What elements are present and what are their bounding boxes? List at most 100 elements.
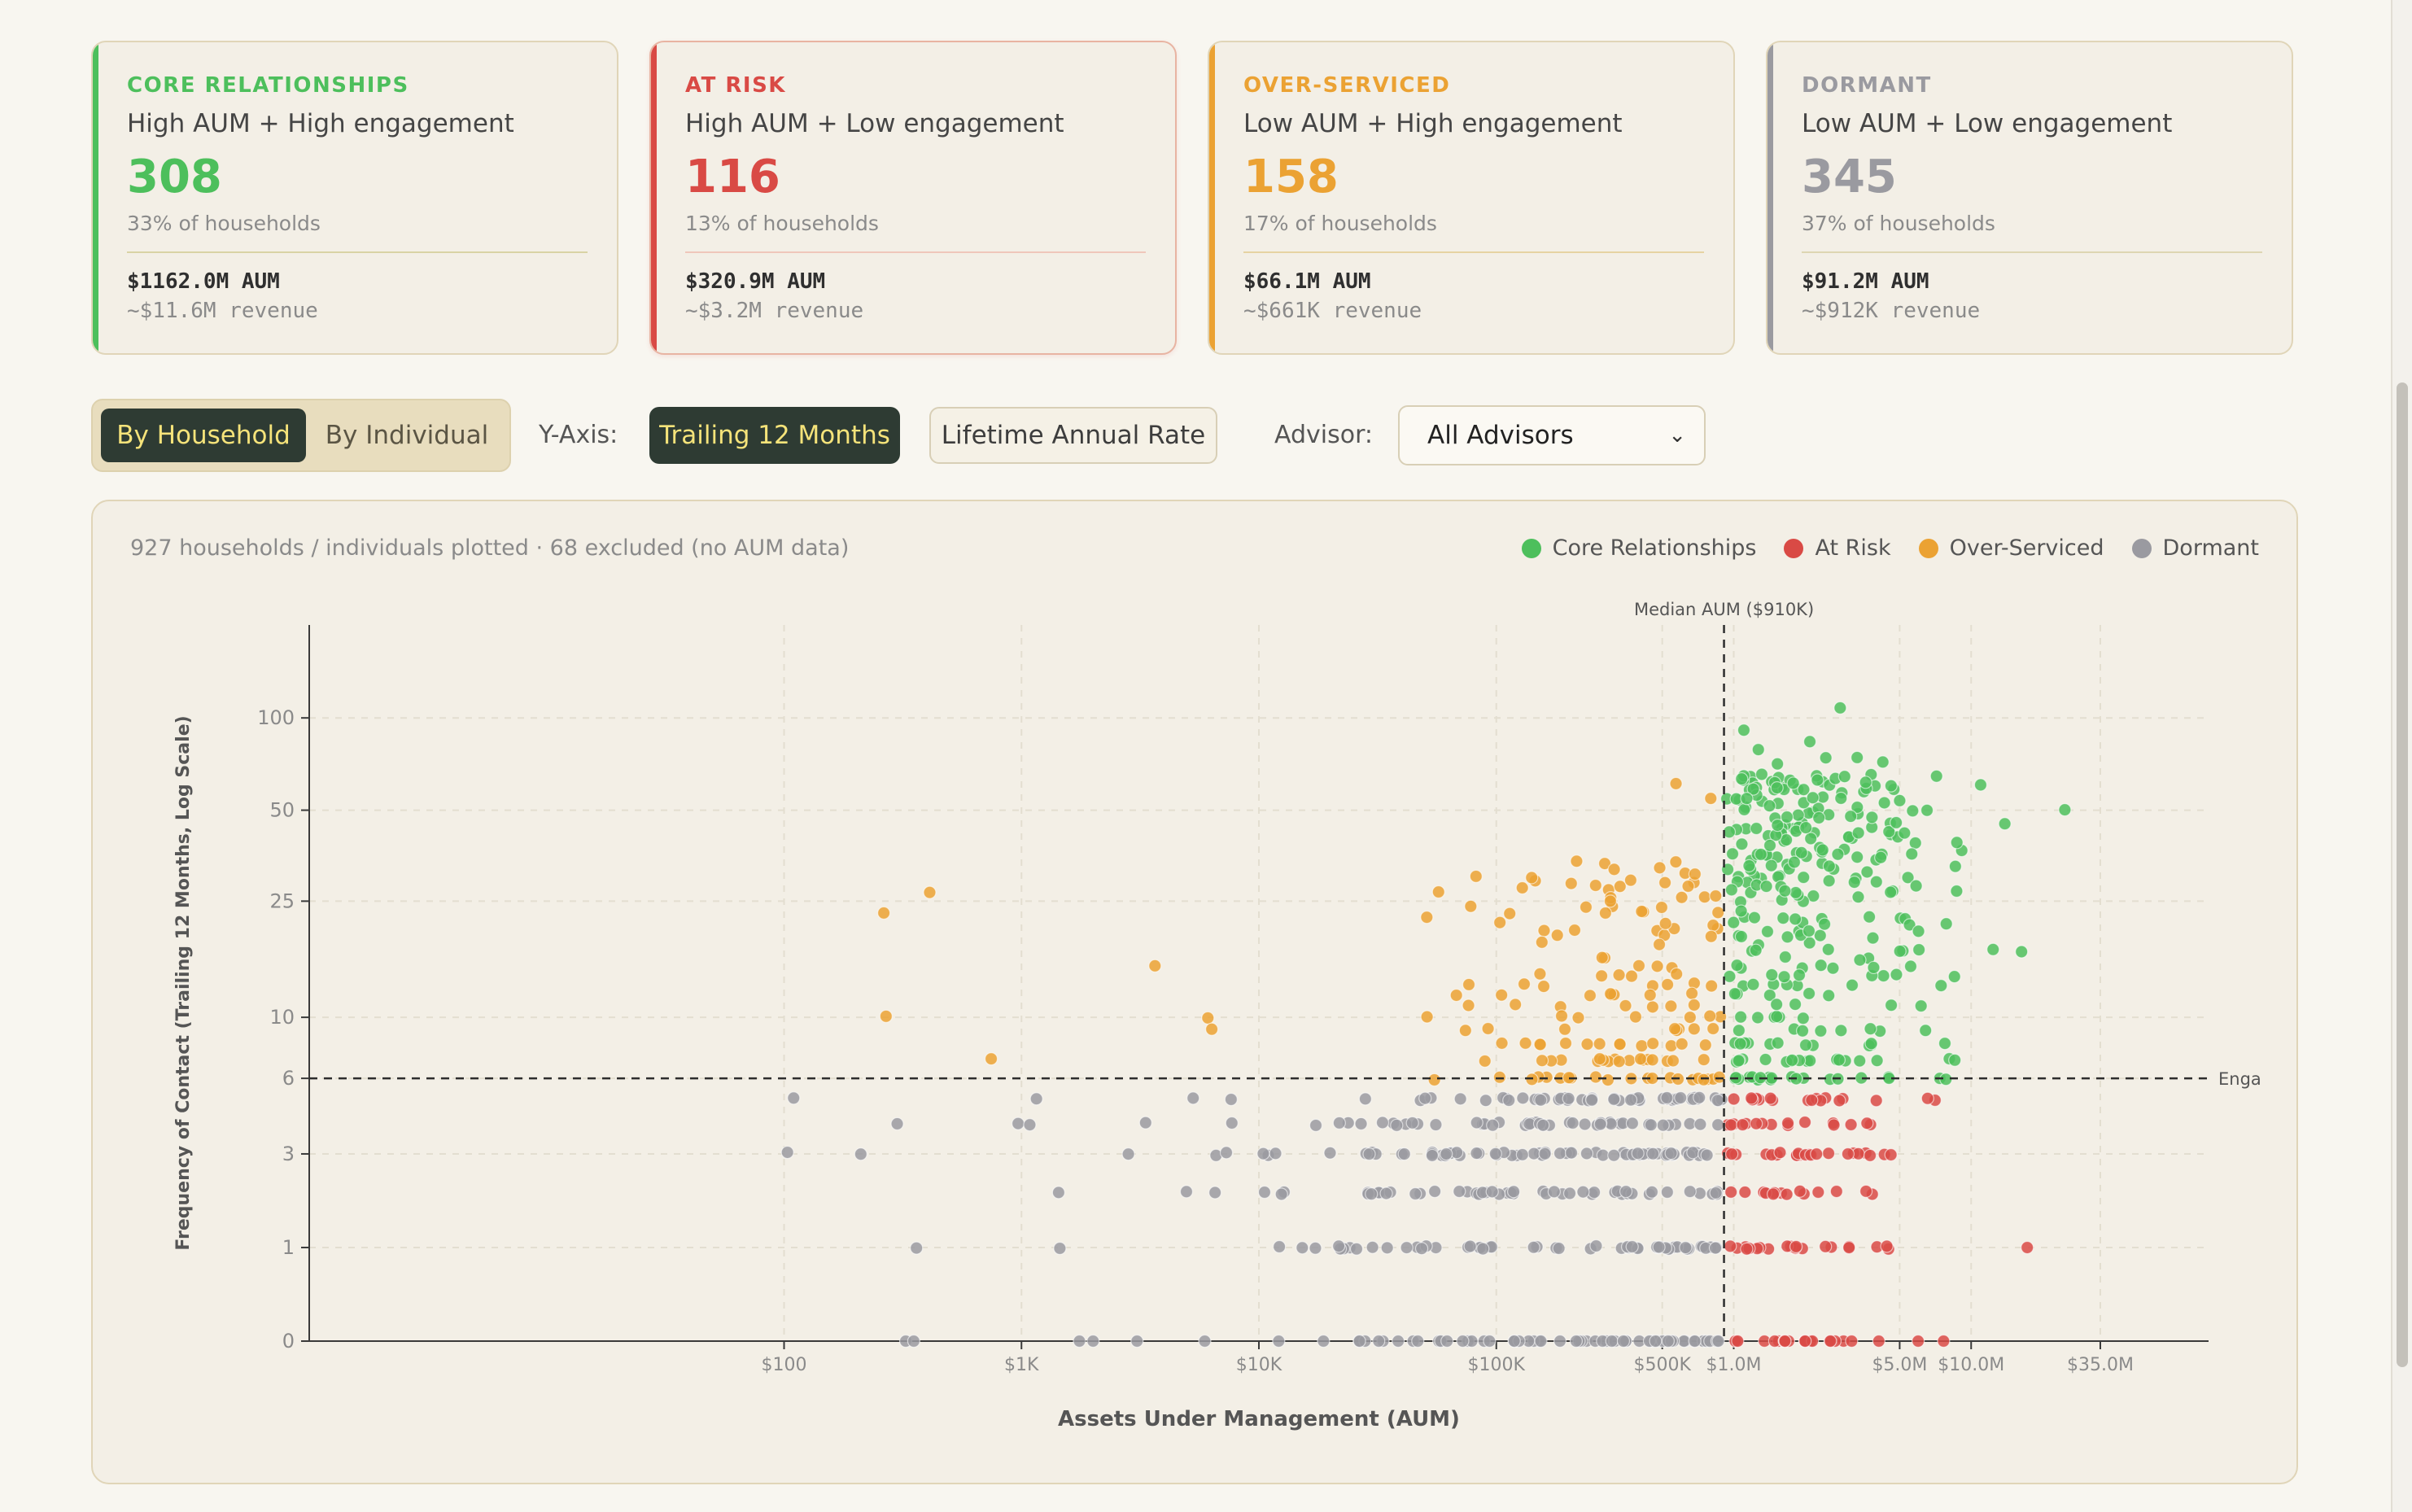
data-point (1397, 1147, 1411, 1161)
data-point (1509, 998, 1523, 1012)
data-point (1870, 1054, 1884, 1068)
trailing-12-months-button[interactable]: Trailing 12 Months (649, 407, 900, 464)
data-point (1709, 889, 1723, 903)
by-household-button[interactable]: By Household (101, 409, 306, 462)
data-point (1562, 1091, 1575, 1105)
data-point (1711, 906, 1725, 920)
data-point (1737, 723, 1751, 737)
data-point (1740, 792, 1754, 806)
segment-label: CORE RELATIONSHIPS (127, 73, 409, 98)
data-point (1794, 846, 1808, 859)
data-point (1558, 1036, 1573, 1051)
data-point (1607, 1148, 1621, 1162)
data-point (1411, 1334, 1425, 1348)
data-point (1711, 1334, 1725, 1348)
legend-item-at-risk[interactable]: At Risk (1784, 535, 1891, 561)
data-point (1867, 960, 1881, 975)
data-point (1901, 871, 1915, 885)
data-point (1534, 1093, 1548, 1107)
legend-item-core[interactable]: Core Relationships (1521, 535, 1756, 561)
data-point (1405, 1116, 1419, 1130)
data-point (1198, 1334, 1212, 1348)
data-point (1770, 1010, 1784, 1024)
data-point (1562, 1186, 1577, 1200)
data-point (1814, 1024, 1828, 1038)
segment-share: 17% of households (1243, 212, 1437, 235)
data-point (1834, 791, 1848, 806)
data-point (1860, 1117, 1874, 1130)
data-point (1853, 953, 1867, 967)
data-point (1527, 1147, 1541, 1160)
data-point (1023, 1118, 1037, 1132)
data-point (1086, 1334, 1100, 1348)
data-point (1488, 1147, 1502, 1160)
data-point (1507, 1334, 1521, 1348)
data-point (1829, 1184, 1843, 1199)
data-point (1687, 998, 1701, 1012)
data-point (1730, 959, 1744, 972)
data-point (1372, 1334, 1386, 1348)
data-point (1553, 1334, 1567, 1348)
legend-item-over-serviced[interactable]: Over-Serviced (1918, 535, 2104, 561)
data-point (1653, 861, 1667, 875)
lifetime-annual-rate-button[interactable]: Lifetime Annual Rate (929, 407, 1217, 464)
data-point (1269, 1147, 1282, 1160)
data-point (1365, 1187, 1379, 1201)
data-point (1375, 1116, 1390, 1130)
data-point (1644, 1118, 1658, 1132)
legend-item-dormant[interactable]: Dormant (2131, 535, 2259, 561)
data-point (1420, 911, 1434, 924)
legend-label: At Risk (1815, 535, 1891, 561)
data-point (1669, 855, 1683, 869)
data-point (1219, 1146, 1234, 1160)
scrollbar-track[interactable] (2391, 0, 2412, 1512)
data-point (1802, 924, 1816, 938)
data-points (780, 701, 2072, 1348)
data-point (1763, 988, 1776, 1003)
data-point (1425, 1148, 1440, 1163)
data-point (1919, 1024, 1933, 1038)
data-point (1585, 1093, 1599, 1107)
data-point (1727, 916, 1741, 929)
data-point (1754, 767, 1769, 781)
data-point (1947, 969, 1961, 984)
data-point (1742, 859, 1756, 872)
x-tick-label: $10K (1236, 1355, 1282, 1375)
data-point (1792, 968, 1807, 982)
y-tick-label: 3 (282, 1143, 295, 1165)
data-point (1780, 810, 1794, 824)
data-point (1553, 1147, 1567, 1160)
data-point (1148, 959, 1162, 972)
data-point (1470, 1146, 1483, 1160)
data-point (1845, 978, 1859, 992)
data-point (1853, 1054, 1867, 1068)
data-point (1658, 876, 1672, 889)
segment-card-core: CORE RELATIONSHIPS High AUM + High engag… (91, 41, 618, 355)
data-point (1914, 999, 1928, 1013)
data-point (1833, 701, 1847, 714)
legend-dot (1784, 538, 1804, 558)
data-point (1778, 950, 1792, 964)
advisor-select[interactable]: All Advisors ⌄ (1398, 405, 1706, 465)
data-point (1812, 811, 1826, 825)
data-point (1670, 967, 1684, 981)
data-point (1798, 1038, 1813, 1052)
data-point (1948, 859, 1962, 873)
data-point (1666, 1054, 1680, 1068)
data-point (1431, 885, 1445, 899)
data-point (1773, 1146, 1787, 1160)
data-point (1920, 1091, 1934, 1105)
data-point (1724, 1239, 1737, 1253)
data-point (1759, 880, 1773, 894)
data-point (1478, 1054, 1492, 1068)
data-point (1909, 879, 1923, 893)
data-point (1734, 929, 1749, 944)
scrollbar-thumb[interactable] (2397, 382, 2408, 1367)
data-point (1527, 1240, 1540, 1254)
data-point (1352, 1334, 1366, 1348)
data-point (1778, 1334, 1792, 1348)
data-point (1274, 1187, 1288, 1201)
segment-revenue: ~$3.2M revenue (685, 299, 864, 323)
data-point (1841, 1147, 1855, 1161)
by-individual-button[interactable]: By Individual (325, 421, 489, 450)
